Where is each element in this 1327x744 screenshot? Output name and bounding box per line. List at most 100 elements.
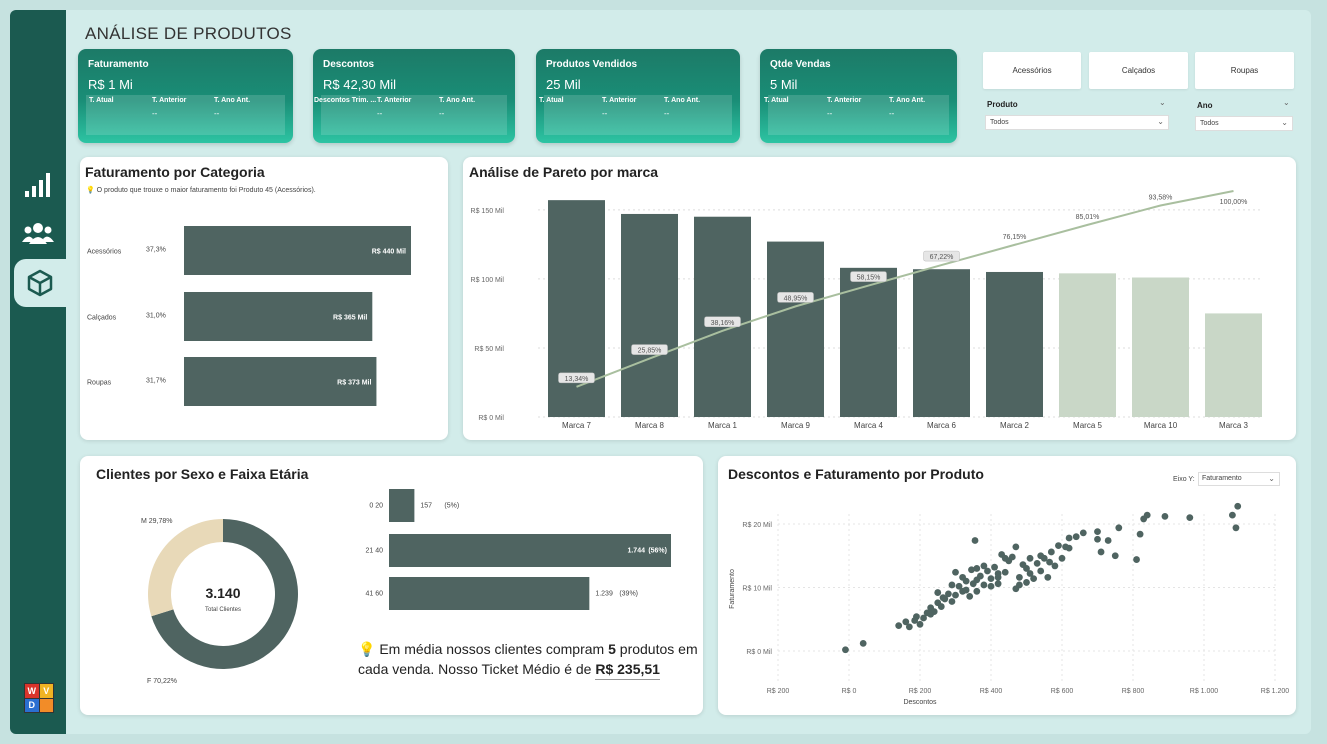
x-tick-label: Marca 10 <box>1144 421 1178 430</box>
scatter-point <box>945 590 952 598</box>
x-tick-label: Marca 3 <box>1219 421 1248 430</box>
cumulative-label-bg <box>631 344 668 355</box>
ano-value: Todos <box>1200 120 1219 127</box>
insight-pre: Em média nossos clientes compram <box>379 641 609 657</box>
axis-selector-value: Faturamento <box>1202 475 1242 482</box>
cumulative-label: 85,01% <box>1076 214 1100 221</box>
scatter-point <box>1234 502 1242 510</box>
y-tick-label: R$ 50 Mil <box>474 346 504 353</box>
slicer-roupas[interactable]: Roupas <box>1195 52 1294 89</box>
scatter-point <box>1143 511 1151 519</box>
scatter-point <box>1065 534 1073 542</box>
cumulative-label: 48,95% <box>784 295 808 302</box>
kpi-title: Faturamento <box>88 59 149 70</box>
category-percent-label: 31,7% <box>146 378 166 385</box>
kpi-produtos-vendidos[interactable]: Produtos Vendidos 25 Mil T. Atual T. Ant… <box>536 49 740 143</box>
cumulative-label: 76,15% <box>1003 234 1027 241</box>
age-bar-chart: 0 20 157 (5%) 21 40 1.744 (56%) 41 60 1.239 (39%… <box>365 489 671 610</box>
age-pct-label: (56%) <box>648 548 667 555</box>
scatter-point <box>911 617 919 624</box>
kpi-col: T. Ano Ant. <box>889 97 926 104</box>
donut-label-m: M 29,78% <box>141 518 173 525</box>
scatter-point <box>1136 530 1144 538</box>
pareto-bar <box>1059 273 1116 417</box>
scatter-point <box>948 581 956 589</box>
category-bar <box>184 357 377 406</box>
scatter-point <box>984 567 991 575</box>
axis-selector-dropdown[interactable]: Faturamento ⌄ <box>1198 472 1280 486</box>
scatter-point <box>987 582 995 590</box>
kpi-cell: -- <box>439 109 445 118</box>
chevron-down-icon[interactable]: ⌄ <box>1283 98 1290 107</box>
cumulative-label: 13,34% <box>565 376 589 383</box>
scatter-point <box>937 603 945 610</box>
x-tick-label: Marca 2 <box>1000 421 1029 430</box>
kpi-col: T. Anterior <box>152 97 187 104</box>
kpi-cell: -- <box>602 109 608 118</box>
kpi-qtde-vendas[interactable]: Qtde Vendas 5 Mil T. Atual T. Anterior T… <box>760 49 957 143</box>
slicer-acessorios[interactable]: Acessórios <box>983 52 1081 89</box>
scatter-point <box>968 566 975 574</box>
card-pareto: Análise de Pareto por marca R$ 0 Mil R$ 5… <box>463 157 1296 440</box>
kpi-col: T. Anterior <box>827 97 862 104</box>
scatter-point <box>973 565 981 572</box>
x-tick-label: R$ 600 <box>1051 688 1074 695</box>
kpi-faturamento[interactable]: Faturamento R$ 1 Mi T. Atual T. Anterior… <box>78 49 293 143</box>
age-category-label: 0 20 <box>369 503 383 510</box>
donut-label-f: F 70,22% <box>147 678 177 685</box>
pareto-bar <box>1205 313 1262 417</box>
scatter-point <box>1030 575 1037 583</box>
cumulative-label-bg <box>850 271 887 282</box>
pareto-bar <box>913 269 970 417</box>
ano-dropdown[interactable]: Todos ⌄ <box>1195 116 1293 131</box>
kpi-col: T. Anterior <box>602 97 637 104</box>
x-tick-label: Marca 5 <box>1073 421 1102 430</box>
insight-post: produtos em cada venda. Nosso Ticket Méd… <box>358 641 698 677</box>
cumulative-label-bg <box>558 372 595 384</box>
scatter-point <box>1046 558 1053 566</box>
category-bar <box>184 226 411 275</box>
x-tick-label: Marca 7 <box>562 421 591 430</box>
y-axis-label: Faturamento <box>729 569 736 609</box>
kpi-title: Produtos Vendidos <box>546 59 638 70</box>
card-clientes: Clientes por Sexo e Faixa Etária F 70,22… <box>80 456 703 715</box>
scatter-point <box>1023 565 1030 572</box>
scatter-point <box>905 623 913 631</box>
scatter-point <box>955 582 963 590</box>
scatter-point <box>1047 548 1055 556</box>
nav-bar-chart[interactable] <box>10 160 66 208</box>
produto-dropdown[interactable]: Todos ⌄ <box>985 115 1169 130</box>
scatter-point <box>1012 543 1020 551</box>
x-tick-label: Marca 4 <box>854 421 883 430</box>
scatter-point <box>1079 529 1087 537</box>
bar-chart-icon <box>25 173 50 197</box>
scatter-point <box>1051 562 1059 570</box>
kpi-descontos[interactable]: Descontos R$ 42,30 Mil Descontos Trim. .… <box>313 49 515 143</box>
scatter-point <box>991 563 998 571</box>
scatter-point <box>952 591 959 599</box>
scatter-point <box>1097 548 1105 556</box>
y-tick-label: R$ 20 Mil <box>742 522 772 529</box>
scatter-point <box>987 575 995 583</box>
scatter-point <box>1044 573 1052 581</box>
kpi-cell: -- <box>214 109 220 118</box>
nav-clients[interactable] <box>10 210 66 258</box>
scatter-point <box>1055 542 1062 549</box>
scatter-point <box>1033 559 1041 567</box>
scatter-point <box>1072 533 1080 541</box>
nav-products[interactable] <box>14 259 66 307</box>
x-axis-label: Descontos <box>903 699 937 706</box>
wvd-logo: W V D <box>24 683 54 713</box>
scatter-point <box>1115 524 1123 532</box>
x-tick-label: R$ 0 <box>842 688 857 695</box>
x-tick-label: Marca 8 <box>635 421 664 430</box>
ano-label: Ano <box>1197 101 1213 110</box>
scatter-point <box>980 581 988 589</box>
slicer-calcados[interactable]: Calçados <box>1089 52 1188 89</box>
cumulative-label: 58,15% <box>857 275 881 282</box>
age-count-label: 157 <box>420 503 432 510</box>
category-label: Roupas <box>87 380 112 387</box>
category-label: Acessórios <box>87 249 122 256</box>
chevron-down-icon[interactable]: ⌄ <box>1159 98 1166 107</box>
scatter-point <box>1037 567 1045 575</box>
